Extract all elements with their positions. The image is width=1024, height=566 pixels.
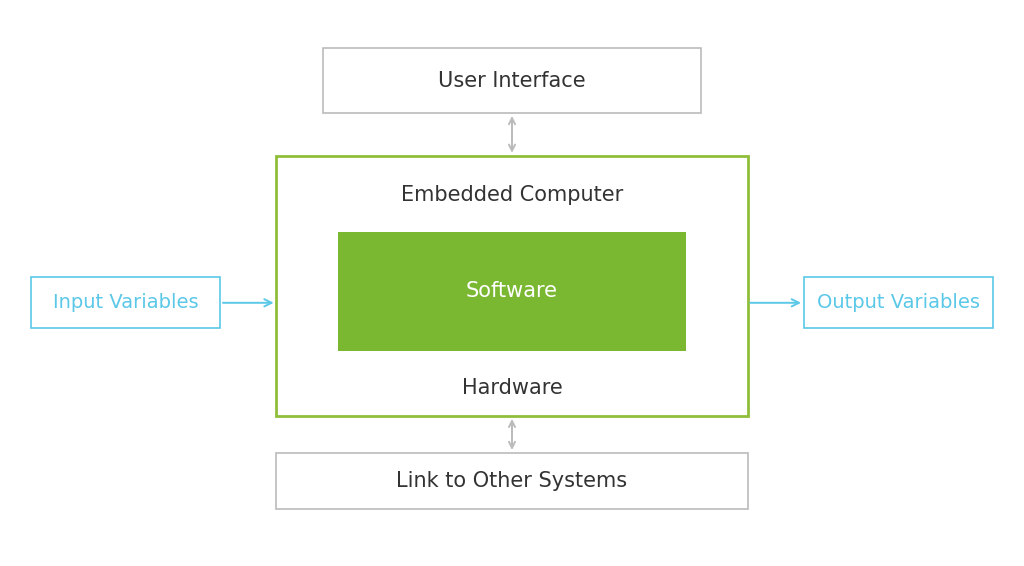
FancyBboxPatch shape — [276, 453, 748, 509]
Text: Hardware: Hardware — [462, 378, 562, 398]
Text: User Interface: User Interface — [438, 71, 586, 91]
Text: Software: Software — [466, 281, 558, 302]
Text: Link to Other Systems: Link to Other Systems — [396, 471, 628, 491]
FancyBboxPatch shape — [31, 277, 220, 328]
FancyBboxPatch shape — [804, 277, 993, 328]
FancyBboxPatch shape — [276, 156, 748, 416]
Text: Output Variables: Output Variables — [817, 293, 980, 312]
Text: Input Variables: Input Variables — [52, 293, 199, 312]
FancyBboxPatch shape — [323, 48, 701, 113]
Text: Embedded Computer: Embedded Computer — [400, 185, 624, 205]
FancyBboxPatch shape — [338, 232, 686, 351]
